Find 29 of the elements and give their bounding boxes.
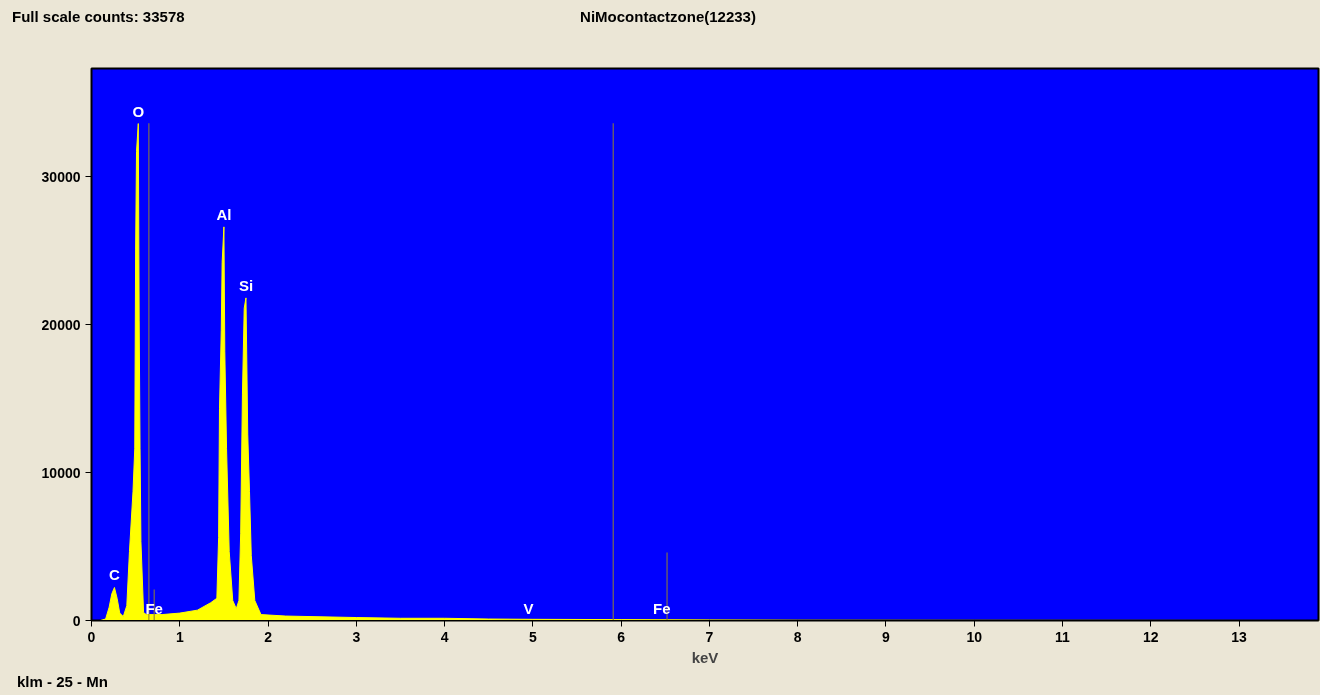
annotation: Fe xyxy=(652,599,671,617)
x-tick-label: 11 xyxy=(1055,628,1071,645)
text: klm - 25 - Mn xyxy=(17,672,108,692)
x-axis-title: keV xyxy=(691,648,719,666)
annotation: V xyxy=(523,599,534,617)
x-tick-label: 10 xyxy=(966,628,983,645)
y-tick-label: 30000 xyxy=(41,168,81,185)
y-tick-label: 20000 xyxy=(41,316,81,333)
text: Full scale counts: 33578 xyxy=(12,7,185,27)
x-tick-label: 5 xyxy=(528,628,537,645)
annotation: Al xyxy=(216,205,232,223)
annotation: C xyxy=(109,566,121,584)
y-tick-label: 0 xyxy=(72,612,81,629)
x-tick-label: 12 xyxy=(1142,628,1159,645)
x-tick-label: 3 xyxy=(352,628,361,645)
x-tick-label: 8 xyxy=(793,628,802,645)
x-tick-label: 0 xyxy=(87,628,96,645)
x-tick-label: 13 xyxy=(1231,628,1248,645)
annotation: Si xyxy=(238,276,254,294)
x-tick-label: 2 xyxy=(264,628,273,645)
x-tick-label: 4 xyxy=(440,628,449,645)
y-tick-label: 10000 xyxy=(41,464,81,481)
annotation: Fe xyxy=(145,599,163,617)
annotation: O xyxy=(132,102,145,120)
x-tick-label: 9 xyxy=(882,628,891,645)
chart-title: NiMocontactzone(12233) xyxy=(580,7,756,27)
x-tick-label: 1 xyxy=(175,628,184,645)
x-tick-label: 6 xyxy=(617,628,626,645)
x-tick-label: 7 xyxy=(705,628,714,645)
